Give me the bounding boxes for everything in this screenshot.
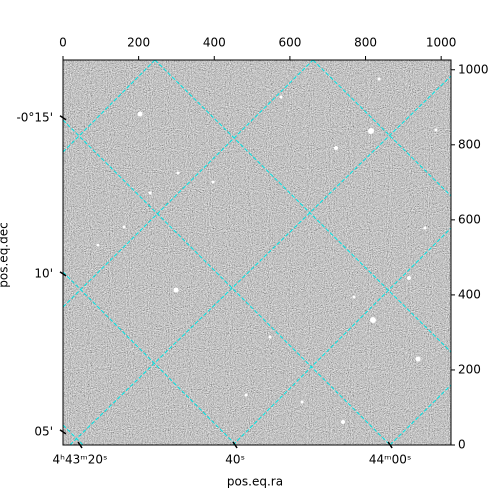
x-tick-label: 800 bbox=[354, 36, 377, 50]
ra-tick bbox=[387, 441, 393, 449]
stars bbox=[96, 77, 438, 424]
x-tick-label: 600 bbox=[278, 36, 301, 50]
y-tick-label: 200 bbox=[458, 362, 481, 376]
ra-tick-label: 40ˢ bbox=[225, 453, 245, 467]
coordinate-grid bbox=[63, 60, 451, 445]
ra-tick-label: 4ʰ43ᵐ20ˢ bbox=[53, 453, 108, 467]
y-tick-label: 400 bbox=[458, 287, 481, 301]
x-tick-label: 1000 bbox=[426, 36, 457, 50]
x-tick-label: 0 bbox=[59, 36, 67, 50]
y-tick-label: 600 bbox=[458, 212, 481, 226]
x-tick-label: 400 bbox=[203, 36, 226, 50]
y-axis-label: pos.eq.dec bbox=[0, 222, 11, 287]
x-tick-label: 200 bbox=[127, 36, 150, 50]
y-tick-label: 1000 bbox=[458, 62, 489, 76]
y-tick-label: 800 bbox=[458, 137, 481, 151]
dec-tick bbox=[59, 115, 67, 121]
image bbox=[63, 60, 451, 445]
plot-frame bbox=[62, 59, 452, 446]
dec-tick bbox=[59, 271, 67, 277]
ra-tick-label: 44ᵐ00ˢ bbox=[369, 453, 412, 467]
dec-tick-label: 10' bbox=[34, 266, 53, 280]
y-tick-label: 0 bbox=[458, 438, 466, 452]
x-axis-label: pos.eq.ra bbox=[227, 475, 283, 489]
dec-tick bbox=[59, 429, 67, 435]
dec-tick-label: -0°15' bbox=[16, 110, 53, 124]
ra-tick bbox=[232, 441, 238, 449]
dec-tick-label: 05' bbox=[34, 424, 53, 438]
ra-tick bbox=[77, 441, 83, 449]
